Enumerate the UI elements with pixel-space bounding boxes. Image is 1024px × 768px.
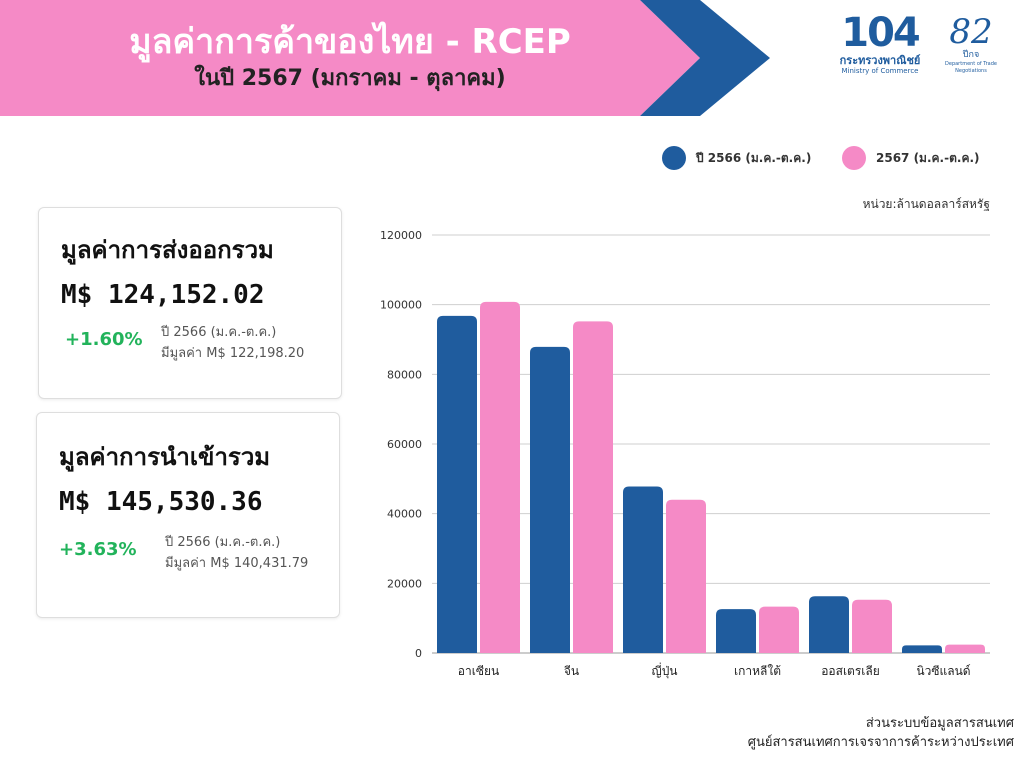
legend-item-2566: ปี 2566 (ม.ค.-ต.ค.) xyxy=(662,146,811,170)
import-card-change: +3.63% xyxy=(59,539,137,560)
bar-2567 xyxy=(945,644,985,653)
x-tick-label: ญี่ปุ่น xyxy=(651,662,677,679)
bar-2566 xyxy=(902,645,942,653)
export-card-prev: ปี 2566 (ม.ค.-ต.ค.) มีมูลค่า M$ 122,198.… xyxy=(161,322,304,364)
banner-blue-arrow xyxy=(640,0,770,116)
bar-2567 xyxy=(759,606,799,653)
x-tick-label: อาเซียน xyxy=(458,664,499,678)
legend-label-2566: ปี 2566 (ม.ค.-ต.ค.) xyxy=(696,150,812,165)
y-tick-label: 20000 xyxy=(387,577,422,590)
legend-swatch-2566 xyxy=(662,146,686,170)
bar-2566 xyxy=(716,609,756,653)
dtn-logo: 82 ปีกจ Department of Trade Negotiations xyxy=(938,14,1004,78)
header-banner xyxy=(0,0,770,116)
legend-swatch-2567 xyxy=(842,146,866,170)
ministry-logo-text-en: Ministry of Commerce xyxy=(841,67,919,75)
import-card-prev: ปี 2566 (ม.ค.-ต.ค.) มีมูลค่า M$ 140,431.… xyxy=(165,532,308,574)
import-card-value: M$ 145,530.36 xyxy=(59,487,263,517)
x-tick-label: นิวซีแลนด์ xyxy=(916,664,970,678)
y-tick-label: 60000 xyxy=(387,438,422,451)
source-line-2: ศูนย์สารสนเทศการเจรจาการค้าระหว่างประเทศ xyxy=(747,735,1014,750)
banner-pink-band xyxy=(0,0,700,116)
legend-label-2567: 2567 (ม.ค.-ต.ค.) xyxy=(876,150,980,165)
export-card-prev-value: มีมูลค่า M$ 122,198.20 xyxy=(161,346,305,361)
page-title: มูลค่าการค้าของไทย - RCEP xyxy=(129,22,571,62)
import-card-prev-value: มีมูลค่า M$ 140,431.79 xyxy=(165,556,309,571)
page-subtitle: ในปี 2567 (มกราคม - ตุลาคม) xyxy=(194,66,506,91)
chart-unit-label: หน่วย:ล้านดอลลาร์สหรัฐ xyxy=(862,197,990,211)
import-summary-card: มูลค่าการนำเข้ารวม M$ 145,530.36 +3.63% … xyxy=(36,412,340,618)
ministry-logo: 104 กระทรวงพาณิชย์ Ministry of Commerce xyxy=(828,12,932,78)
import-card-title: มูลค่าการนำเข้ารวม xyxy=(59,443,271,471)
bar-2566 xyxy=(437,315,477,653)
export-summary-card: มูลค่าการส่งออกรวม M$ 124,152.02 +1.60% … xyxy=(38,207,342,399)
source-line-1: ส่วนระบบข้อมูลสารสนเทศ xyxy=(865,716,1014,731)
y-tick-label: 120000 xyxy=(380,229,422,242)
y-tick-label: 40000 xyxy=(387,508,422,521)
ministry-logo-text-th: กระทรวงพาณิชย์ xyxy=(839,54,921,67)
export-card-change: +1.60% xyxy=(65,329,143,350)
bar-2567 xyxy=(573,321,613,653)
y-tick-label: 100000 xyxy=(380,299,422,312)
bar-2566 xyxy=(530,346,570,653)
import-card-prev-label: ปี 2566 (ม.ค.-ต.ค.) xyxy=(165,535,281,550)
x-tick-label: ออสเตรเลีย xyxy=(821,664,880,678)
bar-2567 xyxy=(480,301,520,653)
x-tick-label: เกาหลีใต้ xyxy=(734,664,781,678)
legend-item-2567: 2567 (ม.ค.-ต.ค.) xyxy=(842,146,980,170)
bar-2567 xyxy=(666,499,706,653)
y-tick-label: 0 xyxy=(415,647,422,660)
x-tick-label: จีน xyxy=(564,664,579,678)
dtn-logo-suffix: ปีกจ xyxy=(962,50,980,60)
export-card-title: มูลค่าการส่งออกรวม xyxy=(61,236,274,264)
dtn-logo-number: 82 xyxy=(949,12,993,52)
ministry-logo-number: 104 xyxy=(841,10,921,56)
bar-2566 xyxy=(623,486,663,653)
bar-2566 xyxy=(809,596,849,653)
y-tick-label: 80000 xyxy=(387,368,422,381)
bar-2567 xyxy=(852,599,892,653)
export-card-value: M$ 124,152.02 xyxy=(61,280,265,310)
export-card-prev-label: ปี 2566 (ม.ค.-ต.ค.) xyxy=(161,325,277,340)
dtn-logo-text-en: Department of Trade Negotiations xyxy=(945,61,997,74)
